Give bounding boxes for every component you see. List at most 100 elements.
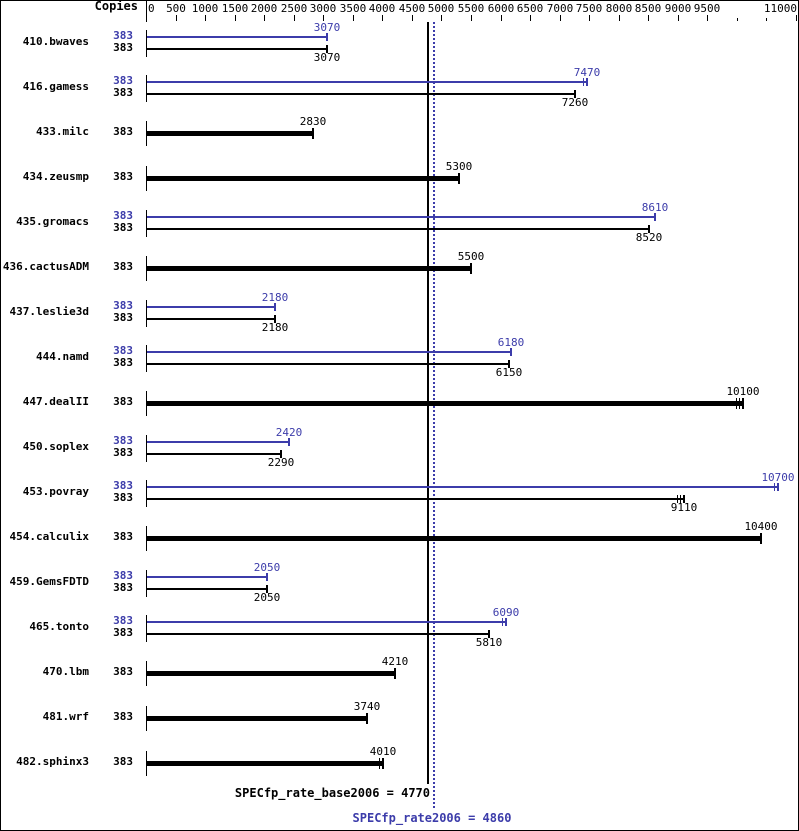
axis-tick-label: 5000 [427, 2, 455, 15]
base-bar-cap [648, 225, 650, 233]
peak-bar-cap [266, 573, 268, 581]
peak-bar [147, 81, 587, 83]
base-value-label: 4210 [381, 655, 409, 668]
benchmark-label: 433.milc [36, 125, 89, 138]
row-zero-line [146, 661, 147, 686]
base-bar-cap [394, 668, 396, 679]
axis-tick [619, 15, 620, 21]
axis-tick-label: 4500 [398, 2, 426, 15]
base-bar-cap [488, 630, 490, 638]
benchmark-label: 459.GemsFDTD [9, 575, 89, 588]
peak-rate-summary: SPECfp_rate2006 = 4860 [352, 811, 512, 825]
benchmark-label: 437.leslie3d [9, 305, 89, 318]
axis-tick [205, 15, 206, 21]
axis-tick [589, 15, 590, 21]
axis-tick-label: 6500 [516, 2, 544, 15]
peak-bar [147, 576, 267, 578]
row-zero-line [146, 751, 147, 776]
peak-copies-label: 383 [113, 299, 133, 312]
row-zero-line [146, 615, 147, 642]
base-bar [147, 633, 489, 635]
base-bar [147, 228, 649, 230]
peak-value-label: 6180 [497, 336, 525, 349]
peak-copies-label: 383 [113, 29, 133, 42]
benchmark-label: 444.namd [36, 350, 89, 363]
axis-tick-label: 8000 [605, 2, 633, 15]
peak-value-label: 3070 [313, 21, 341, 34]
base-bar-cap [760, 533, 762, 544]
base-bar [147, 498, 684, 500]
base-copies-label: 383 [113, 581, 133, 594]
axis-tick [648, 15, 649, 21]
peak-value-label: 10700 [761, 471, 795, 484]
peak-rate-line [433, 22, 435, 808]
benchmark-label: 482.sphinx3 [16, 755, 89, 768]
base-value-label: 9110 [670, 501, 698, 514]
base-value-label: 2180 [261, 321, 289, 334]
axis-tick-label: 3000 [309, 2, 337, 15]
axis-tick [501, 15, 502, 21]
axis-tick [707, 15, 708, 21]
base-copies-label: 383 [113, 260, 133, 273]
base-bar [147, 318, 275, 320]
base-bar-run-mark [677, 495, 678, 503]
axis-tick [353, 15, 354, 21]
peak-bar [147, 36, 327, 38]
axis-tick-label: 9500 [693, 2, 721, 15]
base-bar [147, 453, 281, 455]
axis-tick-label: 6000 [487, 2, 515, 15]
base-bar [147, 266, 471, 271]
axis-tick [560, 15, 561, 21]
peak-value-label: 2420 [275, 426, 303, 439]
peak-bar [147, 216, 655, 218]
base-bar [147, 363, 509, 365]
copies-header: Copies [94, 0, 138, 13]
base-value-label: 5500 [457, 250, 485, 263]
row-zero-line [146, 706, 147, 731]
base-copies-label: 383 [113, 395, 133, 408]
peak-copies-label: 383 [113, 434, 133, 447]
base-value-label: 4010 [369, 745, 397, 758]
base-copies-label: 383 [113, 626, 133, 639]
benchmark-label: 447.dealII [22, 395, 89, 408]
row-zero-line [146, 480, 147, 507]
base-bar-cap [326, 45, 328, 53]
row-zero-line [146, 391, 147, 416]
base-bar-cap [508, 360, 510, 368]
base-bar-cap [742, 398, 744, 409]
peak-bar-run-mark [502, 618, 503, 626]
axis-tick [412, 15, 413, 21]
axis-tick [382, 15, 383, 21]
peak-bar-cap [586, 78, 588, 86]
base-copies-label: 383 [113, 86, 133, 99]
axis-tick-label: 0 [148, 2, 155, 15]
peak-copies-label: 383 [113, 479, 133, 492]
peak-bar-cap [510, 348, 512, 356]
base-copies-label: 383 [113, 446, 133, 459]
base-bar [147, 48, 327, 50]
base-value-label: 3070 [313, 51, 341, 64]
base-bar [147, 401, 743, 406]
peak-bar-run-mark [774, 483, 775, 491]
peak-bar [147, 351, 511, 353]
peak-bar-run-mark [583, 78, 584, 86]
axis-tick-label: 500 [166, 2, 186, 15]
benchmark-label: 465.tonto [29, 620, 89, 633]
base-copies-label: 383 [113, 755, 133, 768]
base-copies-label: 383 [113, 491, 133, 504]
base-copies-label: 383 [113, 125, 133, 138]
base-copies-label: 383 [113, 311, 133, 324]
base-value-label: 7260 [561, 96, 589, 109]
base-bar-cap [458, 173, 460, 184]
base-bar [147, 536, 761, 541]
base-copies-label: 383 [113, 356, 133, 369]
axis-tick-label: 1500 [221, 2, 249, 15]
row-zero-line [146, 570, 147, 597]
base-value-label: 10400 [744, 520, 778, 533]
base-bar-run-mark [379, 758, 380, 769]
peak-copies-label: 383 [113, 614, 133, 627]
benchmark-label: 410.bwaves [22, 35, 89, 48]
benchmark-label: 450.soplex [22, 440, 89, 453]
axis-tick [176, 15, 177, 21]
